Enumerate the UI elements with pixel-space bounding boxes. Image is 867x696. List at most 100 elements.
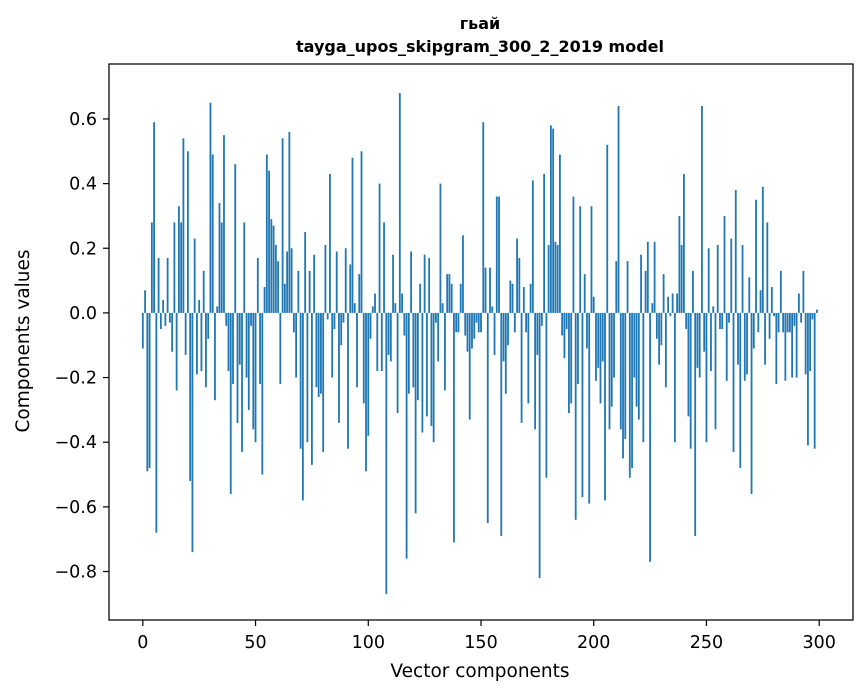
bar	[247, 312, 250, 410]
bar	[696, 312, 699, 368]
bar	[315, 312, 318, 388]
bar	[333, 312, 336, 330]
bar	[608, 312, 611, 430]
bar	[164, 312, 167, 326]
bar	[495, 196, 498, 313]
bar	[613, 312, 615, 378]
bar	[477, 312, 480, 333]
bar	[764, 312, 766, 365]
bar	[694, 312, 697, 536]
bar	[196, 312, 198, 375]
bar	[466, 312, 469, 352]
bar	[383, 222, 385, 313]
bar	[236, 312, 239, 423]
bar	[714, 312, 717, 430]
bar	[538, 312, 541, 578]
bar	[549, 125, 552, 313]
bar	[809, 312, 812, 372]
bar	[464, 312, 467, 336]
bar	[705, 312, 708, 443]
bar	[746, 312, 748, 375]
bar	[710, 312, 712, 372]
x-tick-label: 300	[802, 633, 835, 653]
bar	[518, 257, 521, 313]
bar	[516, 238, 518, 313]
bar	[624, 312, 627, 439]
bar	[804, 312, 807, 375]
y-axis-label: Components values	[13, 249, 34, 432]
bar	[522, 287, 525, 313]
bar	[473, 312, 476, 339]
bar	[173, 222, 176, 313]
bar	[802, 270, 805, 313]
bar	[712, 306, 715, 313]
bar	[367, 312, 370, 436]
y-tick-label: −0.8	[55, 563, 98, 583]
bar	[216, 306, 219, 313]
bar	[200, 312, 203, 372]
bar	[556, 245, 559, 313]
bar	[475, 312, 478, 323]
bar	[250, 312, 252, 326]
y-tick-label: 0.6	[69, 110, 97, 130]
bar	[448, 274, 451, 313]
bar	[658, 312, 661, 365]
bar	[270, 219, 273, 313]
bar	[414, 312, 417, 514]
bar	[362, 312, 365, 404]
bar	[155, 312, 158, 533]
x-tick-label: 50	[244, 633, 266, 653]
bar	[525, 312, 527, 333]
bar	[304, 232, 307, 313]
bar	[184, 312, 187, 355]
bar	[554, 241, 557, 313]
bar	[187, 151, 189, 313]
bar	[513, 312, 516, 333]
bar	[599, 312, 602, 404]
bar	[676, 293, 679, 313]
bar	[223, 135, 225, 313]
bar	[171, 312, 174, 352]
bar	[150, 222, 153, 313]
bar	[507, 312, 509, 346]
x-tick-label: 250	[690, 633, 723, 653]
x-axis-label: Vector components	[390, 661, 569, 682]
bar	[728, 312, 730, 323]
bar	[493, 312, 496, 355]
bar	[741, 245, 744, 313]
bar	[545, 312, 548, 478]
bar	[543, 173, 546, 313]
bar	[649, 312, 651, 562]
bar	[432, 312, 435, 443]
bar	[306, 312, 309, 443]
bar	[335, 251, 338, 313]
bar	[581, 312, 584, 498]
chart-subtitle: tayga_upos_skipgram_300_2_2019 model	[296, 37, 664, 56]
bar	[615, 261, 618, 313]
bar	[148, 312, 151, 469]
bar	[385, 312, 388, 595]
bar	[277, 261, 279, 313]
bar	[590, 206, 593, 313]
bar	[768, 312, 771, 339]
bar	[380, 312, 383, 372]
bar	[389, 312, 392, 362]
bar	[311, 312, 313, 465]
bar-series	[141, 93, 818, 595]
bar	[703, 312, 706, 352]
bar	[416, 312, 419, 401]
bar	[182, 138, 185, 313]
bar	[324, 245, 327, 313]
bar	[166, 257, 169, 313]
bar	[795, 312, 798, 378]
bar	[498, 196, 500, 313]
bar	[761, 186, 764, 313]
bar	[770, 287, 773, 313]
bar	[732, 312, 735, 452]
bar	[687, 312, 690, 417]
bar	[351, 157, 354, 313]
bar	[547, 245, 550, 313]
bar	[797, 293, 800, 313]
bar	[153, 122, 155, 313]
bar	[788, 312, 791, 333]
